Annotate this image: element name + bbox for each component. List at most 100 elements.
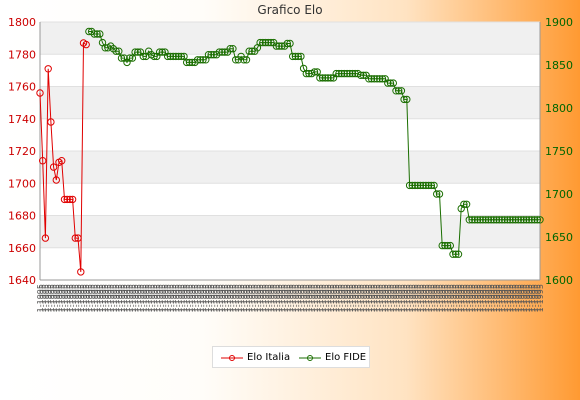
x-tick-label: 1-1995 (397, 284, 406, 312)
legend-swatch-elo-fide (299, 355, 321, 361)
data-point-elo-fide (397, 87, 406, 95)
x-tick-label: 1-1995 (373, 284, 382, 312)
x-tick-label: 1-1995 (147, 284, 156, 312)
x-tick-label: 1-1995 (204, 284, 213, 312)
x-tick-label: 1-1995 (335, 284, 344, 312)
x-tick-label: 1-1995 (185, 284, 194, 312)
x-tick-label: 1-1995 (340, 284, 349, 312)
x-tick-label: 1-1995 (370, 284, 379, 312)
data-point-elo-fide (267, 38, 275, 47)
data-point-elo-fide (454, 250, 463, 258)
data-point-elo-fide (424, 181, 433, 190)
data-point-elo-fide (495, 216, 503, 224)
x-tick-label: 1-1995 (365, 284, 374, 312)
x-tick-label: 1-1995 (351, 284, 360, 312)
data-point-elo-fide (283, 39, 291, 48)
x-tick-label: 1-1995 (60, 284, 69, 312)
x-tick-label: 1-1995 (93, 284, 102, 312)
data-point-elo-fide (438, 241, 446, 250)
data-point-elo-fide (536, 216, 544, 224)
x-tick-label: 1-1995 (79, 284, 88, 312)
x-tick-label: 1-1995 (58, 284, 67, 312)
data-point-elo-fide (169, 52, 177, 61)
x-tick-label: 1-1995 (50, 284, 59, 312)
x-tick-label: 1-1995 (302, 284, 311, 312)
x-tick-label: 1-1995 (479, 284, 488, 312)
data-point-elo-fide (384, 79, 392, 87)
data-point-elo-fide (452, 250, 460, 258)
data-point-elo-fide (183, 58, 191, 67)
data-point-elo-fide (449, 250, 457, 258)
data-point-elo-fide (419, 181, 427, 190)
x-tick-label: 1-1995 (327, 284, 336, 312)
data-point-elo-fide (476, 216, 484, 224)
data-point-elo-fide (316, 74, 324, 82)
data-point-elo-fide (433, 190, 441, 198)
data-point-elo-fide (446, 241, 454, 250)
x-tick-label: 1-1995 (474, 284, 483, 312)
x-tick-label: 1-1995 (384, 284, 393, 312)
data-point-elo-fide (93, 30, 101, 38)
x-tick-label: 1-1995 (291, 284, 300, 312)
x-tick-label: 1-1995 (449, 284, 458, 312)
data-point-elo-fide (520, 216, 528, 224)
x-tick-label: 1-1995 (248, 284, 257, 312)
data-point-elo-fide (321, 74, 329, 82)
x-tick-label: 1-1995 (343, 284, 352, 312)
x-tick-label: 1-1995 (278, 284, 287, 312)
grid-band (40, 215, 540, 248)
data-point-elo-fide (291, 52, 300, 61)
x-tick-label: 1-1995 (509, 284, 518, 312)
data-point-elo-fide (215, 48, 224, 56)
data-point-elo-fide (365, 75, 373, 83)
series-layer (36, 27, 544, 276)
x-tick-label: 1-1995 (264, 284, 273, 312)
x-tick-label: 1-1995 (191, 284, 200, 312)
data-point-elo-fide (482, 216, 490, 224)
right-axis-ticks: 1600 1650 1700 1750 1800 1850 1900 (545, 16, 573, 287)
x-tick-label: 1-1995 (414, 284, 423, 312)
x-tick-label: 1-1995 (512, 284, 521, 312)
data-point-elo-fide (468, 216, 476, 224)
x-tick-label: 1-1995 (482, 284, 491, 312)
x-tick-label: 1-1995 (44, 284, 53, 312)
right-tick-label: 1800 (545, 102, 573, 115)
x-tick-label: 1-1995 (354, 284, 363, 312)
grid-band (40, 247, 540, 280)
x-tick-label: 1-1995 (313, 284, 322, 312)
x-tick-label: 1-1995 (240, 284, 249, 312)
x-tick-label: 1-1995 (196, 284, 205, 312)
left-tick-label: 1780 (8, 48, 36, 61)
data-point-elo-italia (39, 157, 47, 165)
x-tick-label: 1-1995 (164, 284, 173, 312)
x-tick-label: 1-1995 (446, 284, 455, 312)
data-point-elo-fide (435, 190, 444, 198)
x-tick-label: 1-1995 (74, 284, 83, 312)
x-tick-label: 1-1995 (234, 284, 243, 312)
x-tick-label: 1-1995 (403, 284, 412, 312)
x-tick-label: 1-1995 (498, 284, 507, 312)
x-tick-label: 1-1995 (180, 284, 189, 312)
x-tick-label: 1-1995 (77, 284, 86, 312)
x-tick-label: 1-1995 (41, 284, 50, 312)
x-tick-label: 1-1995 (99, 284, 108, 312)
left-axis-ticks: 1640 1660 1680 1700 1720 1740 1760 1780 1800 (8, 16, 36, 287)
grid-bands (39, 21, 541, 281)
data-point-elo-fide (422, 181, 430, 190)
x-tick-label: 1-1995 (506, 284, 515, 312)
x-tick-label: 1-1995 (177, 284, 186, 312)
data-point-elo-italia (66, 195, 74, 204)
x-tick-label: 1-1995 (460, 284, 469, 312)
x-tick-label: 1-1995 (202, 284, 211, 312)
x-tick-label: 1-1995 (272, 284, 281, 312)
data-point-elo-italia (60, 195, 69, 204)
data-point-elo-fide (96, 30, 104, 38)
x-tick-label: 1-1995 (281, 284, 290, 312)
data-point-elo-fide (405, 181, 414, 190)
data-point-elo-fide (327, 74, 335, 82)
data-point-elo-fide (256, 38, 264, 47)
x-tick-label: 1-1995 (444, 284, 453, 312)
data-point-elo-fide (337, 69, 346, 78)
x-tick-label: 1-1995 (329, 284, 338, 312)
data-point-elo-fide (150, 52, 158, 61)
